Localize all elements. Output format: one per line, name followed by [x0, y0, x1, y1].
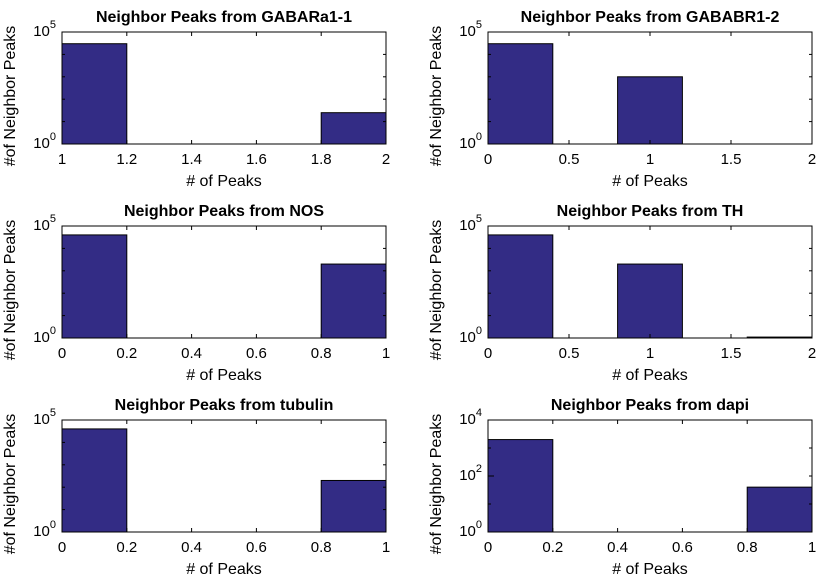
y-axis-label: #of Neighbor Peaks: [2, 26, 19, 167]
x-tick-label: 0.8: [311, 539, 332, 556]
x-axis-label: # of Peaks: [612, 173, 688, 190]
bar: [746, 486, 813, 533]
x-tick-label: 0.2: [116, 539, 137, 556]
chart-panel: Neighbor Peaks from GABARa1-1 1 1.2 1.4 1.6 1…: [0, 0, 420, 194]
chart-svg: Neighbor Peaks from GABABR1-2 0 0.5 1 1.5 2 10…: [428, 9, 816, 190]
y-tick-label: 105: [33, 213, 56, 234]
x-axis-label: # of Peaks: [186, 561, 262, 578]
y-axis-label: #of Neighbor Peaks: [2, 414, 19, 555]
x-tick-label: 0.8: [737, 539, 758, 556]
chart-panel: Neighbor Peaks from tubulin 0 0.2 0.4 0.6 0.8…: [0, 388, 420, 582]
axes-box: [61, 31, 387, 145]
y-tick-label: 105: [33, 407, 56, 428]
x-tick-label: 0.4: [181, 539, 202, 556]
y-tick-label: 100: [459, 325, 482, 346]
x-tick-label: 0.5: [559, 345, 580, 362]
x-axis-label: # of Peaks: [612, 561, 688, 578]
x-tick-label: 0.4: [607, 539, 628, 556]
x-tick-label: 1.5: [721, 151, 742, 168]
bar: [617, 263, 683, 339]
bar: [320, 112, 387, 145]
chart-panel: Neighbor Peaks from TH 0 0.5 1 1.5 2 100 105 # o…: [426, 194, 840, 388]
x-tick-label: 1: [58, 151, 66, 168]
x-tick-label: 0.5: [559, 151, 580, 168]
y-tick-label: 100: [459, 519, 482, 540]
bar: [61, 234, 128, 339]
x-tick-label: 0.6: [672, 539, 693, 556]
chart-panel: Neighbor Peaks from dapi 0 0.2 0.4 0.6 0.8 1 10…: [426, 388, 840, 582]
chart-title: Neighbor Peaks from dapi: [551, 397, 749, 414]
x-tick-label: 1.4: [181, 151, 202, 168]
x-axis-label: # of Peaks: [186, 367, 262, 384]
y-axis-label: #of Neighbor Peaks: [2, 220, 19, 361]
x-tick-label: 0.6: [246, 345, 267, 362]
x-tick-label: 2: [808, 151, 816, 168]
y-tick-label: 104: [459, 407, 482, 428]
y-axis-label: #of Neighbor Peaks: [428, 220, 445, 361]
x-tick-label: 1: [808, 539, 816, 556]
bar: [61, 43, 128, 145]
x-tick-label: 1.6: [246, 151, 267, 168]
x-tick-label: 0: [484, 539, 492, 556]
y-axis-label: #of Neighbor Peaks: [428, 414, 445, 555]
y-tick-label: 102: [459, 463, 482, 484]
chart-title: Neighbor Peaks from tubulin: [115, 397, 334, 414]
x-tick-label: 0.4: [181, 345, 202, 362]
chart-title: Neighbor Peaks from GABABR1-2: [521, 9, 780, 26]
x-tick-label: 0: [484, 151, 492, 168]
x-tick-label: 0: [58, 345, 66, 362]
bar: [320, 263, 387, 339]
bar: [617, 76, 683, 145]
bar: [487, 439, 554, 533]
y-axis-label: #of Neighbor Peaks: [428, 26, 445, 167]
bar: [487, 43, 554, 145]
x-tick-label: 0.2: [116, 345, 137, 362]
y-tick-label: 105: [33, 19, 56, 40]
chart-svg: Neighbor Peaks from TH 0 0.5 1 1.5 2 100 105 # o…: [428, 203, 816, 384]
chart-svg: Neighbor Peaks from NOS 0 0.2 0.4 0.6 0.8 1 100…: [2, 203, 390, 384]
x-tick-label: 2: [382, 151, 390, 168]
x-tick-label: 1.5: [721, 345, 742, 362]
y-tick-label: 100: [459, 131, 482, 152]
x-axis-label: # of Peaks: [186, 173, 262, 190]
x-tick-label: 2: [808, 345, 816, 362]
chart-svg: Neighbor Peaks from dapi 0 0.2 0.4 0.6 0.8 1 10…: [428, 397, 816, 578]
chart-svg: Neighbor Peaks from tubulin 0 0.2 0.4 0.6 0.8…: [2, 397, 390, 578]
axes-box: [61, 225, 387, 339]
chart-svg: Neighbor Peaks from GABARa1-1 1 1.2 1.4 1.6 1…: [2, 9, 390, 190]
x-tick-label: 1.8: [311, 151, 332, 168]
x-tick-label: 0.6: [246, 539, 267, 556]
x-tick-label: 1.2: [116, 151, 137, 168]
x-tick-label: 1: [646, 345, 654, 362]
chart-title: Neighbor Peaks from GABARa1-1: [96, 9, 352, 26]
chart-title: Neighbor Peaks from TH: [557, 203, 744, 220]
bar: [487, 234, 554, 339]
y-tick-label: 105: [459, 213, 482, 234]
y-tick-label: 100: [33, 519, 56, 540]
y-tick-label: 105: [459, 19, 482, 40]
bar: [61, 428, 128, 533]
x-tick-label: 0: [58, 539, 66, 556]
x-tick-label: 0: [484, 345, 492, 362]
x-tick-label: 1: [382, 345, 390, 362]
chart-panel: Neighbor Peaks from GABABR1-2 0 0.5 1 1.5 2 10…: [426, 0, 840, 194]
chart-panel: Neighbor Peaks from NOS 0 0.2 0.4 0.6 0.8 1 100…: [0, 194, 420, 388]
x-tick-label: 1: [646, 151, 654, 168]
chart-title: Neighbor Peaks from NOS: [124, 203, 324, 220]
y-tick-label: 100: [33, 325, 56, 346]
x-axis-label: # of Peaks: [612, 367, 688, 384]
bar: [320, 479, 387, 533]
x-tick-label: 0.8: [311, 345, 332, 362]
y-tick-label: 100: [33, 131, 56, 152]
x-tick-label: 0.2: [542, 539, 563, 556]
axes-box: [61, 419, 387, 533]
x-tick-label: 1: [382, 539, 390, 556]
